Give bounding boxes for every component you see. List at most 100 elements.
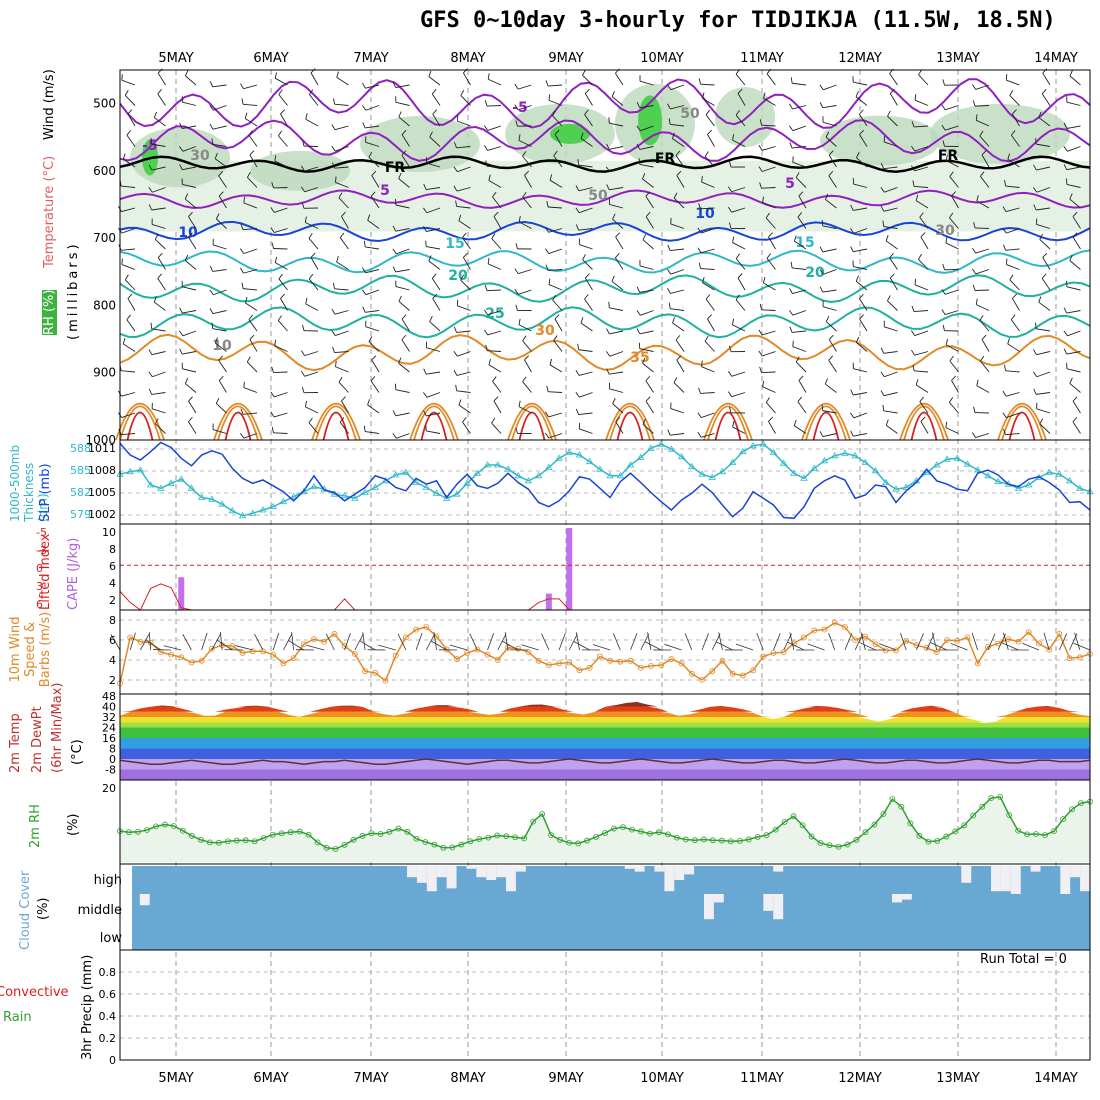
wind-speed-point [739, 672, 746, 679]
wind-barb [615, 236, 624, 250]
rh-point [952, 828, 959, 835]
wind-barb-flag [667, 287, 671, 294]
wind-barb-10m [568, 633, 578, 651]
wind-barb-flag [585, 273, 590, 279]
wind-barb [700, 392, 715, 394]
wind-barb [853, 183, 868, 188]
wind-barb [828, 339, 837, 352]
wind-barb-flag [973, 222, 976, 229]
wind-barb-flag [797, 212, 803, 218]
wind-barb [218, 380, 227, 393]
wind-barb-flag [819, 269, 824, 275]
wind-barb-flag [728, 391, 733, 397]
rh-point [988, 795, 995, 801]
wind-barb-flag [271, 242, 274, 249]
wind-barb-flag [546, 201, 549, 208]
date-label-bottom: 13MAY [936, 1071, 980, 1086]
wind-barb [121, 370, 136, 373]
wind-barb [1036, 408, 1051, 414]
wind-barb-10m [129, 632, 136, 651]
wind-barb-flag [184, 70, 189, 77]
wind-barb [584, 114, 593, 127]
wind-barb [429, 136, 441, 147]
wind-barb [248, 319, 258, 332]
wind-barb [398, 178, 410, 188]
wind-barb [188, 216, 197, 229]
contour-label: 20 [448, 268, 468, 284]
wind-barb-flag [428, 255, 432, 262]
wind-barb [305, 303, 319, 311]
wind-barb-flag [1063, 348, 1068, 355]
wind-barb [702, 282, 715, 291]
wind-barb-flag [758, 145, 763, 151]
wind-ytick: 2 [109, 674, 116, 687]
wind-barb [304, 187, 319, 193]
temp-band [120, 748, 1090, 759]
wind-barb [457, 305, 471, 311]
wind-barb [580, 138, 593, 147]
wind-barb-flag [518, 400, 521, 407]
wind-barb [825, 136, 837, 147]
wind-barb-flag [127, 109, 133, 115]
cape-ytick: 6 [109, 560, 116, 573]
wind-barb-flag [798, 375, 804, 381]
wind-barb [249, 339, 258, 352]
wind-barb [212, 269, 227, 272]
wind-barb [974, 227, 990, 229]
wind-barb-flag [575, 185, 580, 192]
wind-barb-flag [154, 418, 159, 425]
wind-barb [761, 330, 776, 336]
wind-barb-flag [188, 211, 193, 217]
wind-barb-flag [582, 69, 586, 76]
wind-barb-flag [545, 226, 549, 233]
wind-barb [889, 93, 898, 106]
wind-barb [522, 381, 532, 393]
wind-barb-flag [240, 223, 244, 230]
wind-barb [795, 361, 807, 373]
wind-barb [792, 289, 807, 294]
wind-barb-flag [455, 384, 458, 391]
wind-barb [701, 366, 715, 373]
wind-barb [335, 181, 349, 188]
wind-barb-flag [912, 180, 915, 187]
wind-barb-flag [248, 314, 253, 320]
wind-barb [670, 105, 685, 110]
cloud-high-bar [1080, 866, 1090, 892]
wind-barb-10m [1074, 632, 1081, 651]
wind-barb [151, 166, 166, 171]
wind-barb [1066, 101, 1081, 106]
rh-point [1024, 831, 1031, 838]
wind-barb [582, 74, 593, 86]
rh-point [557, 836, 563, 843]
wind-barb-flag [368, 151, 373, 158]
wind-barb-flag [544, 432, 550, 439]
wind-barb [395, 389, 410, 393]
surface-isotherm [899, 403, 949, 441]
wind-barb-flag [789, 142, 793, 149]
wind-barb-flag [1004, 180, 1007, 187]
wind-barb-flag [981, 334, 987, 340]
wind-barb-flag [636, 286, 641, 293]
wind-barb-flag [615, 252, 620, 259]
wind-barb [365, 141, 380, 147]
rh-point [754, 834, 761, 840]
wind-barb-flag [789, 288, 793, 294]
temp-band [120, 769, 1090, 780]
contour-label: 5 [785, 176, 795, 192]
thickness-ytick: 588 [70, 442, 91, 455]
wind-barb [518, 269, 532, 275]
wind-barb-flag [707, 314, 712, 320]
wind-barb-10m [359, 640, 376, 651]
wind-barb-flag [912, 364, 915, 371]
wind-barb [828, 360, 837, 373]
wind-barb-flag [278, 273, 283, 280]
wind-barb-flag [1007, 153, 1011, 160]
wind-barb-10m [789, 632, 795, 651]
wind-barb [308, 238, 319, 250]
wind-barb [213, 289, 227, 296]
wind-barb [1005, 433, 1020, 436]
wind-barb-10m [735, 643, 754, 651]
wind-barb-flag [153, 296, 157, 303]
temp-band [120, 717, 1090, 723]
wind-barb-flag [949, 212, 954, 219]
